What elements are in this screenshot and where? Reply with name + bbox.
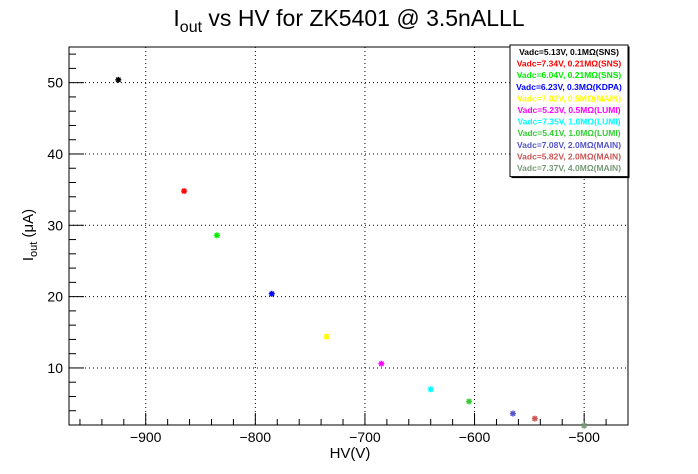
legend-entry: Vadc=7.08V, 2.0MΩ(MAIN) xyxy=(517,140,621,150)
y-axis-label: Iout (μA) xyxy=(20,209,40,261)
axis-ticks xyxy=(69,53,629,426)
data-point xyxy=(268,290,275,297)
plot-frame xyxy=(68,46,629,426)
y-tick-label: 20 xyxy=(47,289,63,305)
data-point xyxy=(466,398,473,405)
legend-entry: Vadc=5.41V, 1.0MΩ(LUMI) xyxy=(517,128,620,138)
legend-entry: Vadc=6.23V, 0.3MΩ(KDPA) xyxy=(516,82,622,92)
x-tick-label: −900 xyxy=(130,429,162,445)
y-tick-label: 50 xyxy=(47,75,63,91)
y-tick-label: 30 xyxy=(47,217,63,233)
data-point xyxy=(181,188,188,195)
data-point xyxy=(581,422,588,429)
x-tick-label: −500 xyxy=(568,429,600,445)
legend-entry: Vadc=7.02V, 0.5MΩ(MAIN) xyxy=(517,93,621,103)
legend-box xyxy=(509,44,629,178)
x-tick-label: −700 xyxy=(349,429,381,445)
legend-entry: Vadc=7.37V, 4.0MΩ(MAIN) xyxy=(517,163,621,173)
tick-labels: −900 −800 −700 −600 −500 10 20 30 40 50 xyxy=(47,75,600,445)
data-point xyxy=(509,410,516,417)
data-point xyxy=(531,415,538,422)
data-points xyxy=(115,76,588,429)
x-axis-label: HV(V) xyxy=(330,445,371,462)
chart-title: Iout vs HV for ZK5401 @ 3.5nALLL xyxy=(173,5,524,36)
y-tick-label: 10 xyxy=(47,360,63,376)
x-tick-label: −600 xyxy=(459,429,491,445)
data-point xyxy=(213,232,220,239)
legend-entry: Vadc=5.82V, 2.0MΩ(MAIN) xyxy=(517,151,621,161)
y-tick-label: 40 xyxy=(47,146,63,162)
legend-entry: Vadc=7.35V, 1.0MΩ(LUMI) xyxy=(517,117,620,127)
legend: Vadc=5.13V, 0.1MΩ(SNS) Vadc=7.34V, 0.21MΩ… xyxy=(509,44,630,179)
data-point xyxy=(323,333,330,340)
data-point xyxy=(115,76,122,83)
data-point xyxy=(427,386,434,393)
legend-entry: Vadc=6.04V, 0.21MΩ(SNS) xyxy=(517,70,622,80)
x-tick-label: −800 xyxy=(240,429,272,445)
legend-entry: Vadc=5.23V, 0.5MΩ(LUMI) xyxy=(517,105,620,115)
legend-entry: Vadc=7.34V, 0.21MΩ(SNS) xyxy=(517,59,622,69)
legend-entry: Vadc=5.13V, 0.1MΩ(SNS) xyxy=(519,47,619,57)
data-point xyxy=(378,360,385,367)
